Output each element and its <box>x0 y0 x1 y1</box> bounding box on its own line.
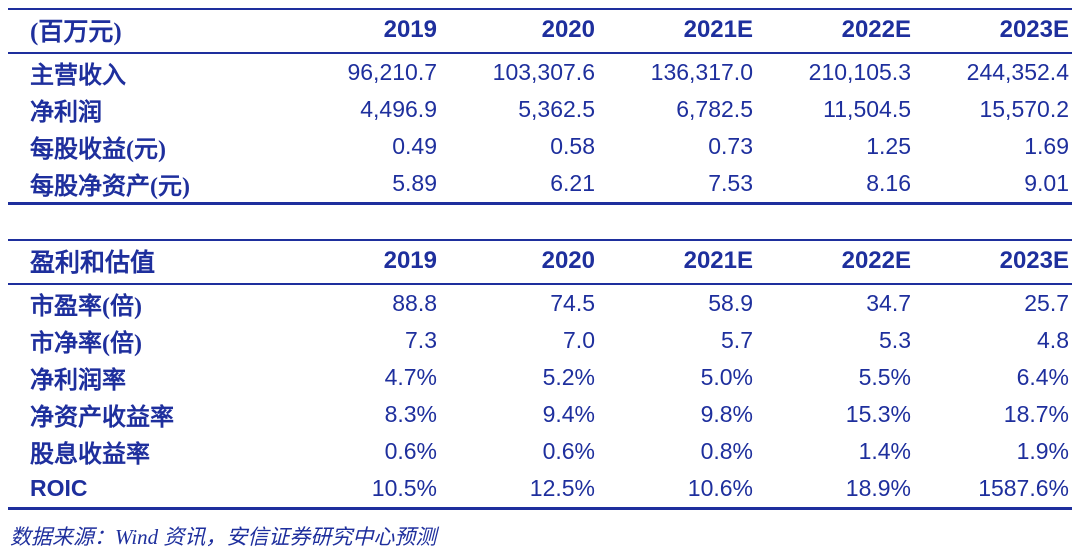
table-row: 净利润率 4.7% 5.2% 5.0% 5.5% 6.4% <box>8 359 1072 396</box>
value-cell: 11,504.5 <box>823 96 911 122</box>
row-label: 主营收入 <box>30 63 126 89</box>
unit-label: (百万元) <box>8 8 282 54</box>
year-column-header: 2022E <box>756 8 914 54</box>
row-label: 净利润率 <box>30 368 126 394</box>
value-cell: 15.3% <box>845 401 911 427</box>
year-column-header: 2019 <box>282 239 440 285</box>
value-cell: 9.8% <box>700 401 753 427</box>
value-cell: 1.4% <box>858 438 911 464</box>
value-cell: 9.4% <box>542 401 595 427</box>
value-cell: 10.5% <box>282 470 440 510</box>
row-label: 净资产收益率 <box>30 405 174 431</box>
value-cell: 0.73 <box>708 133 753 159</box>
value-cell: 96,210.7 <box>347 59 437 85</box>
value-cell: 1.9% <box>1016 438 1069 464</box>
row-label: 市盈率(倍) <box>30 294 142 320</box>
value-cell: 6,782.5 <box>676 96 753 122</box>
table-row: ROIC 10.5% 12.5% 10.6% 18.9% 1587.6% <box>8 470 1072 510</box>
table-row: 股息收益率 0.6% 0.6% 0.8% 1.4% 1.9% <box>8 433 1072 470</box>
year-column-header: 2023E <box>914 239 1072 285</box>
table-row: 净利润 4,496.9 5,362.5 6,782.5 11,504.5 15,… <box>8 91 1072 128</box>
value-cell: 7.53 <box>598 165 756 205</box>
value-cell: 103,307.6 <box>492 59 595 85</box>
value-cell: 5.89 <box>282 165 440 205</box>
income-table-header-row: (百万元) 2019 2020 2021E 2022E 2023E <box>8 8 1072 54</box>
table-row: 主营收入 96,210.7 103,307.6 136,317.0 210,10… <box>8 53 1072 91</box>
value-cell: 0.6% <box>542 438 595 464</box>
value-cell: 6.21 <box>440 165 598 205</box>
value-cell: 0.58 <box>550 133 595 159</box>
valuation-table: 盈利和估值 2019 2020 2021E 2022E 2023E 市盈率(倍)… <box>8 239 1072 510</box>
row-label: 每股收益(元) <box>30 137 166 163</box>
value-cell: 0.6% <box>384 438 437 464</box>
value-cell: 4,496.9 <box>360 96 437 122</box>
row-label: 净利润 <box>30 100 102 126</box>
table-row: 市净率(倍) 7.3 7.0 5.7 5.3 4.8 <box>8 322 1072 359</box>
value-cell: 58.9 <box>708 290 753 316</box>
value-cell: 8.3% <box>384 401 437 427</box>
year-column-header: 2023E <box>914 8 1072 54</box>
value-cell: 5.3 <box>879 327 911 353</box>
value-cell: 18.9% <box>756 470 914 510</box>
value-cell: 210,105.3 <box>808 59 911 85</box>
value-cell: 1.69 <box>1024 133 1069 159</box>
value-cell: 244,352.4 <box>966 59 1069 85</box>
value-cell: 10.6% <box>598 470 756 510</box>
value-cell: 34.7 <box>866 290 911 316</box>
table-row: 每股收益(元) 0.49 0.58 0.73 1.25 1.69 <box>8 128 1072 165</box>
table-row: 每股净资产(元) 5.89 6.21 7.53 8.16 9.01 <box>8 165 1072 205</box>
income-table: (百万元) 2019 2020 2021E 2022E 2023E 主营收入 9… <box>8 8 1072 205</box>
value-cell: 5.5% <box>858 364 911 390</box>
value-cell: 5.7 <box>721 327 753 353</box>
value-cell: 7.0 <box>563 327 595 353</box>
value-cell: 0.8% <box>700 438 753 464</box>
value-cell: 5,362.5 <box>518 96 595 122</box>
value-cell: 0.49 <box>392 133 437 159</box>
row-label: 市净率(倍) <box>30 331 142 357</box>
year-column-header: 2022E <box>756 239 914 285</box>
value-cell: 136,317.0 <box>650 59 753 85</box>
value-cell: 88.8 <box>392 290 437 316</box>
source-note: 数据来源：Wind 资讯，安信证券研究中心预测 <box>10 525 437 549</box>
value-cell: 4.8 <box>1037 327 1069 353</box>
value-cell: 4.7% <box>384 364 437 390</box>
year-column-header: 2020 <box>440 239 598 285</box>
valuation-table-header-row: 盈利和估值 2019 2020 2021E 2022E 2023E <box>8 239 1072 285</box>
value-cell: 1587.6% <box>914 470 1072 510</box>
value-cell: 9.01 <box>914 165 1072 205</box>
table-row: 净资产收益率 8.3% 9.4% 9.8% 15.3% 18.7% <box>8 396 1072 433</box>
row-label: ROIC <box>8 470 282 510</box>
year-column-header: 2020 <box>440 8 598 54</box>
value-cell: 6.4% <box>1016 364 1069 390</box>
value-cell: 5.2% <box>542 364 595 390</box>
table-gap <box>8 205 1072 239</box>
value-cell: 8.16 <box>756 165 914 205</box>
valuation-table-title: 盈利和估值 <box>8 239 282 285</box>
year-column-header: 2021E <box>598 239 756 285</box>
value-cell: 12.5% <box>440 470 598 510</box>
year-column-header: 2019 <box>282 8 440 54</box>
value-cell: 1.25 <box>866 133 911 159</box>
table-row: 市盈率(倍) 88.8 74.5 58.9 34.7 25.7 <box>8 284 1072 322</box>
value-cell: 25.7 <box>1024 290 1069 316</box>
value-cell: 74.5 <box>550 290 595 316</box>
value-cell: 15,570.2 <box>979 96 1069 122</box>
row-label: 股息收益率 <box>30 442 150 468</box>
year-column-header: 2021E <box>598 8 756 54</box>
value-cell: 7.3 <box>405 327 437 353</box>
value-cell: 5.0% <box>700 364 753 390</box>
value-cell: 18.7% <box>1003 401 1069 427</box>
row-label: 每股净资产(元) <box>8 165 282 205</box>
